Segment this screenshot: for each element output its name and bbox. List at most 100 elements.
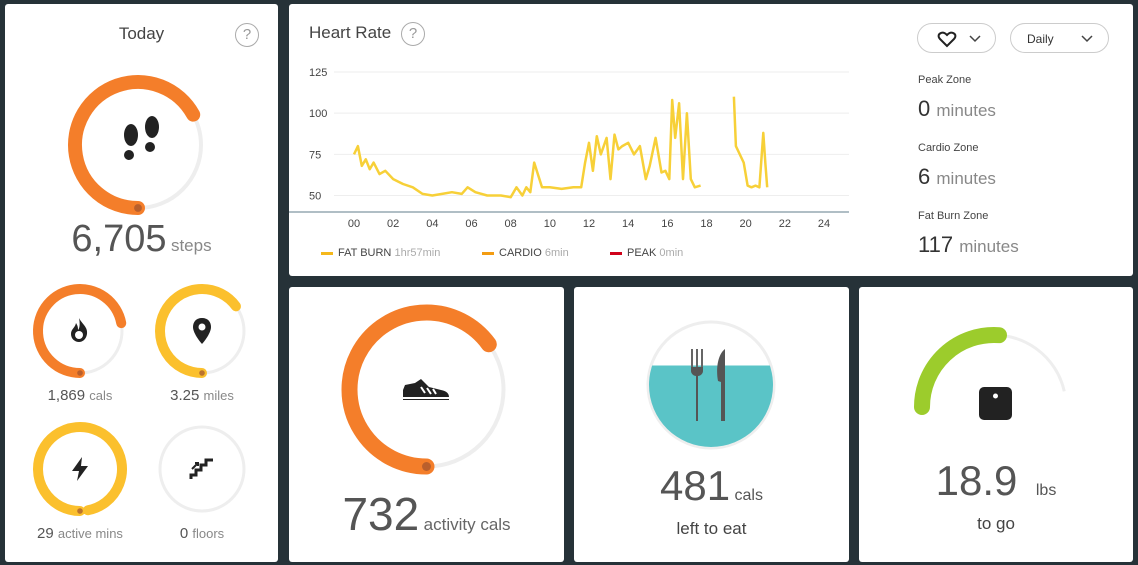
x-tick-label: 10: [544, 218, 556, 230]
floors-value: 0: [179, 525, 189, 542]
distance-unit: miles: [203, 388, 234, 403]
heart-rate-title: Heart Rate: [309, 23, 392, 42]
floors-ring[interactable]: [155, 422, 249, 516]
x-tick-label: 04: [426, 218, 438, 230]
floors-stat: 0 floors: [142, 525, 262, 542]
activity-stat: 732 activity cals: [289, 487, 564, 541]
fat-burn-zone-unit: minutes: [959, 237, 1019, 256]
steps-unit: steps: [170, 236, 212, 255]
heart-rate-help-button[interactable]: ?: [401, 22, 425, 46]
cardio-zone-value: 6: [918, 164, 931, 189]
legend-peak-swatch: [610, 251, 622, 255]
food-card[interactable]: 481 cals left to eat: [574, 287, 849, 562]
location-pin-icon: [191, 317, 213, 350]
legend-cardio: CARDIO 6min: [482, 247, 569, 259]
distance-progress-arc: [155, 284, 241, 378]
active-minutes-unit: active mins: [57, 526, 123, 541]
ring-start-dot: [134, 204, 142, 212]
legend-fat-burn-duration: 1hr57min: [394, 247, 441, 259]
fork-knife-icon: [691, 349, 725, 421]
floors-unit: floors: [192, 526, 225, 541]
peak-zone-unit: minutes: [936, 101, 996, 120]
legend-peak: PEAK 0min: [610, 247, 683, 259]
weight-card[interactable]: 18.9 lbs to go: [859, 287, 1133, 562]
chevron-down-icon: [1081, 35, 1093, 43]
x-tick-label: 08: [505, 218, 517, 230]
legend-fat-burn-swatch: [321, 251, 333, 255]
distance-stat: 3.25 miles: [142, 387, 262, 404]
peak-zone-label: Peak Zone: [918, 74, 972, 86]
today-card: Today ? 6,705 steps 1,869 cals 3.25 mile…: [5, 4, 278, 562]
heart-filter-dropdown[interactable]: [917, 23, 996, 53]
food-subtitle: left to eat: [676, 519, 747, 538]
food-bowl: [646, 320, 776, 450]
period-dropdown[interactable]: Daily: [1010, 23, 1109, 53]
fat-burn-zone-value: 117: [918, 232, 954, 257]
lightning-bolt-icon: [70, 456, 90, 487]
steps-stat: 6,705 steps: [5, 218, 278, 261]
cardio-zone-unit: minutes: [936, 169, 996, 188]
weight-unit: lbs: [1035, 482, 1057, 499]
calories-ring[interactable]: [33, 284, 127, 378]
y-tick-label: 125: [309, 67, 327, 79]
calories-unit: cals: [89, 388, 113, 403]
y-tick-label: 50: [309, 191, 321, 203]
x-tick-label: 24: [818, 218, 830, 230]
weight-gauge: [914, 327, 1066, 415]
legend-cardio-duration: 6min: [544, 247, 569, 259]
legend-peak-duration: 0min: [659, 247, 684, 259]
activity-calories-card[interactable]: 732 activity cals: [289, 287, 564, 562]
weight-stat: 18.9 lbs: [859, 457, 1133, 505]
weight-gauge-arc: [914, 327, 1007, 415]
weight-subtitle: to go: [977, 514, 1015, 533]
legend-fat-burn: FAT BURN 1hr57min: [321, 247, 440, 259]
today-title: Today: [118, 24, 165, 43]
y-tick-label: 100: [309, 108, 327, 120]
heart-rate-series-line: [732, 96, 769, 189]
heart-rate-card: Heart Rate ? 125 100 75 50 00 02 04 06 08 10 12 14 1…: [289, 4, 1133, 276]
flame-icon: [68, 317, 90, 350]
calories-progress-arc: [33, 284, 127, 378]
ring-start-dot: [199, 370, 205, 376]
ring-start-dot: [77, 508, 83, 514]
steps-value: 6,705: [71, 218, 167, 260]
active-minutes-ring[interactable]: [33, 422, 127, 516]
active-minutes-progress-arc: [33, 422, 127, 516]
steps-ring[interactable]: [67, 74, 209, 216]
heart-rate-chart[interactable]: 125 100 75 50 00 02 04 06 08 10 12 14 16 18 20 22 24: [289, 4, 849, 239]
peak-zone-stat: 0 minutes: [918, 96, 996, 122]
activity-value: 732: [342, 488, 420, 540]
active-minutes-stat: 29 active mins: [20, 525, 140, 542]
x-tick-label: 14: [622, 218, 634, 230]
x-tick-label: 02: [387, 218, 399, 230]
food-value: 481: [660, 462, 731, 509]
activity-unit: activity cals: [423, 515, 511, 534]
fat-burn-zone-stat: 117 minutes: [918, 232, 1019, 258]
scale-icon: [979, 387, 1012, 420]
calories-stat: 1,869 cals: [20, 387, 140, 404]
heart-rate-series-line: [352, 98, 701, 199]
chevron-down-icon: [969, 35, 981, 43]
active-minutes-value: 29: [37, 525, 54, 542]
distance-ring[interactable]: [155, 284, 249, 378]
fat-burn-zone-label: Fat Burn Zone: [918, 210, 989, 222]
food-unit: cals: [734, 487, 763, 504]
cardio-zone-stat: 6 minutes: [918, 164, 996, 190]
x-tick-label: 00: [348, 218, 360, 230]
legend-cardio-name: CARDIO: [499, 247, 542, 259]
today-help-button[interactable]: ?: [235, 23, 259, 47]
ring-start-dot: [77, 370, 83, 376]
legend-peak-name: PEAK: [627, 247, 657, 259]
activity-progress-arc: [341, 304, 497, 475]
footsteps-icon: [124, 116, 159, 160]
steps-progress-arc: [68, 75, 201, 215]
heart-icon: [937, 31, 957, 48]
stairs-icon: [189, 457, 215, 486]
sneaker-icon: [403, 379, 449, 400]
x-tick-label: 20: [740, 218, 752, 230]
x-tick-label: 06: [465, 218, 477, 230]
x-tick-label: 22: [779, 218, 791, 230]
legend-cardio-swatch: [482, 251, 494, 255]
weight-value: 18.9: [935, 457, 1018, 504]
peak-zone-value: 0: [918, 96, 931, 121]
